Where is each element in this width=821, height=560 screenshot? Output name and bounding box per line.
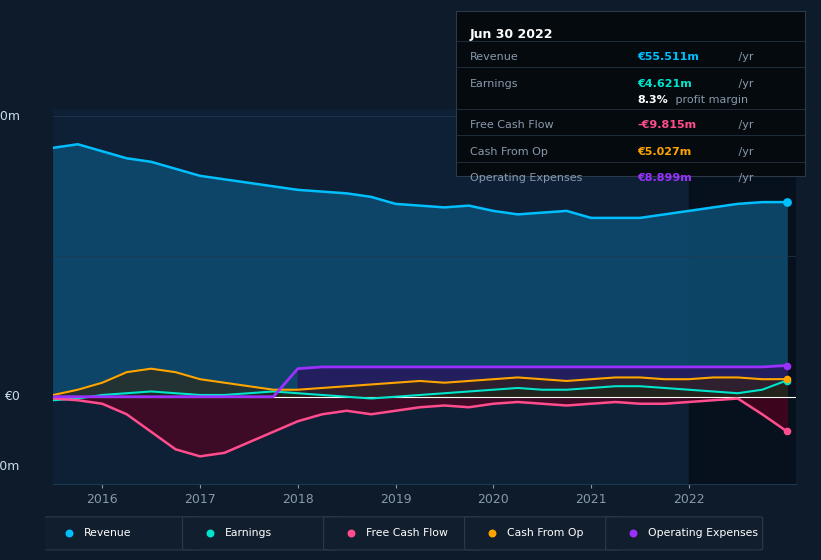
- Text: €4.621m: €4.621m: [637, 79, 692, 89]
- FancyBboxPatch shape: [182, 517, 340, 550]
- Point: [780, 361, 793, 370]
- Point: [780, 427, 793, 436]
- Text: /yr: /yr: [735, 173, 754, 183]
- Text: Cash From Op: Cash From Op: [507, 529, 584, 538]
- Text: €8.899m: €8.899m: [637, 173, 692, 183]
- Text: €5.027m: €5.027m: [637, 147, 691, 157]
- Point: [780, 376, 793, 385]
- Text: 8.3%: 8.3%: [637, 95, 667, 105]
- Text: Cash From Op: Cash From Op: [470, 147, 548, 157]
- Point: [626, 529, 640, 538]
- Point: [203, 529, 216, 538]
- Text: Jun 30 2022: Jun 30 2022: [470, 28, 553, 41]
- Text: -€9.815m: -€9.815m: [637, 120, 696, 130]
- FancyBboxPatch shape: [323, 517, 480, 550]
- FancyBboxPatch shape: [465, 517, 621, 550]
- Text: /yr: /yr: [735, 79, 754, 89]
- Text: Earnings: Earnings: [470, 79, 518, 89]
- Text: €55.511m: €55.511m: [637, 53, 699, 63]
- FancyBboxPatch shape: [42, 517, 199, 550]
- Bar: [689, 109, 796, 484]
- Point: [780, 198, 793, 207]
- Text: Revenue: Revenue: [84, 529, 131, 538]
- Text: Free Cash Flow: Free Cash Flow: [470, 120, 553, 130]
- Text: /yr: /yr: [735, 147, 754, 157]
- Text: Free Cash Flow: Free Cash Flow: [366, 529, 447, 538]
- Text: profit margin: profit margin: [672, 95, 748, 105]
- Text: €80m: €80m: [0, 110, 20, 123]
- Text: /yr: /yr: [735, 120, 754, 130]
- Text: Operating Expenses: Operating Expenses: [648, 529, 758, 538]
- Text: Revenue: Revenue: [470, 53, 518, 63]
- FancyBboxPatch shape: [606, 517, 763, 550]
- Text: -€20m: -€20m: [0, 460, 20, 473]
- Point: [780, 375, 793, 384]
- Text: Operating Expenses: Operating Expenses: [470, 173, 582, 183]
- Text: €0: €0: [4, 390, 20, 403]
- Point: [344, 529, 357, 538]
- Text: /yr: /yr: [735, 53, 754, 63]
- Point: [485, 529, 498, 538]
- Point: [62, 529, 75, 538]
- Text: Earnings: Earnings: [225, 529, 272, 538]
